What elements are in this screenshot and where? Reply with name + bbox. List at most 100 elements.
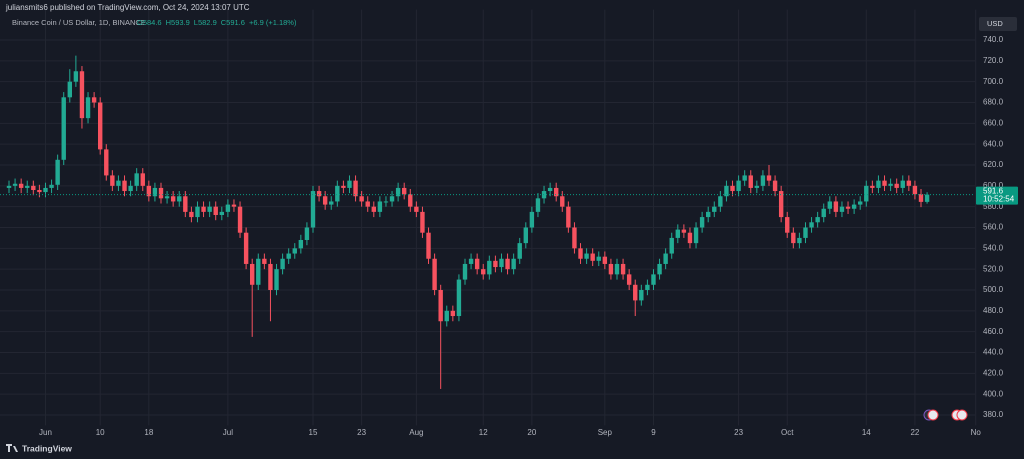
candle-body [231, 204, 237, 207]
candle-body [876, 180, 881, 188]
candle-body [426, 232, 431, 259]
overlay: 380.0 400.0 420.0 440.0 460.0 480.0 500.0 520.0… [0, 35, 1018, 437]
candle-body [894, 183, 899, 188]
candle-body [243, 232, 249, 264]
candle-body [797, 237, 802, 244]
candle-body [693, 227, 699, 244]
candle-body [547, 187, 553, 192]
y-tick-label: 420.0 [983, 368, 1004, 377]
candle-body [870, 185, 875, 188]
candle-body [377, 201, 383, 212]
candle-body [25, 185, 30, 188]
candle-body [481, 269, 486, 275]
candle-body [256, 258, 261, 285]
candle-body [851, 204, 857, 209]
candle-body [833, 201, 839, 212]
event-icons [923, 409, 968, 421]
candle-body [79, 71, 85, 119]
x-tick-label: 20 [527, 428, 536, 437]
candle-body [18, 183, 24, 188]
countdown-label: 10:52:54 [983, 195, 1015, 204]
candle-body [620, 263, 626, 275]
candle-body [736, 180, 741, 192]
candle-body [6, 185, 12, 188]
candle-body [347, 180, 352, 188]
candle-body [681, 229, 687, 233]
candle-body [98, 102, 103, 150]
candle-body [420, 211, 425, 233]
x-tick-label: 15 [309, 428, 318, 437]
candle-body [675, 229, 680, 238]
candle-body [37, 190, 42, 193]
candle-body [505, 258, 510, 270]
event-icon[interactable] [927, 409, 939, 421]
ohlc-value: C591.6 [221, 18, 245, 27]
candle-body [116, 180, 121, 186]
candle-body [444, 310, 449, 322]
candle-body [499, 258, 504, 268]
candle-body [329, 201, 334, 205]
candle-body [730, 185, 735, 192]
candle-body [177, 196, 182, 202]
candle-body [31, 185, 36, 191]
y-tick-label: 580.0 [983, 202, 1004, 211]
candle-body [560, 196, 565, 207]
candle-body [402, 187, 407, 195]
footer-brand: TradingView [22, 443, 72, 453]
candle-body [766, 175, 772, 181]
candle-body [827, 201, 832, 209]
candle-body [602, 256, 608, 264]
candle-body [158, 187, 164, 199]
candle-body [456, 279, 462, 317]
x-tick-label: 14 [862, 428, 871, 437]
candle-body [341, 185, 346, 188]
ohlc-value: H593.9 [166, 18, 190, 27]
candle-body [669, 237, 674, 254]
candle-body [785, 217, 790, 233]
candle-body [122, 180, 127, 192]
x-tick-label: Jun [39, 428, 52, 437]
candle-body [590, 253, 595, 261]
candle-body [274, 269, 279, 290]
candle-body [85, 97, 91, 119]
x-tick-label: 23 [734, 428, 743, 437]
y-tick-label: 620.0 [983, 160, 1004, 169]
candle-body [250, 263, 255, 285]
candle-body [724, 185, 729, 197]
event-icon[interactable] [956, 409, 968, 421]
x-tick-label: 10 [96, 428, 105, 437]
candle-body [864, 185, 869, 202]
candle-body [626, 274, 632, 285]
y-tick-label: 500.0 [983, 285, 1004, 294]
candle-body [918, 194, 924, 202]
candle-body [195, 206, 200, 218]
candle-body [183, 196, 188, 212]
candle-body [566, 206, 571, 228]
candle-body [450, 310, 456, 317]
candle-body [170, 196, 176, 202]
ohlc-legend: O584.6 H593.9 L582.9 C591.6 +6.9 (+1.18%) [137, 18, 297, 27]
candle-body [61, 97, 66, 160]
candle-body [316, 191, 322, 197]
candle-body [578, 248, 583, 259]
ohlc-value: +6.9 (+1.18%) [249, 18, 297, 27]
currency-box[interactable] [979, 17, 1017, 31]
candle-body [152, 187, 158, 197]
candle-body [189, 211, 194, 218]
y-tick-label: 540.0 [983, 243, 1004, 252]
candle-body [365, 201, 370, 207]
y-tick-label: 740.0 [983, 35, 1004, 44]
candle-body [809, 222, 814, 228]
candle-body [487, 260, 492, 275]
ohlc-value: L582.9 [194, 18, 217, 27]
y-tick-label: 380.0 [983, 410, 1004, 419]
last-price-tag [976, 186, 1018, 205]
candle-body [821, 208, 826, 218]
candle-body [529, 211, 535, 228]
candle-body [237, 206, 243, 233]
candle-body [432, 258, 437, 290]
grid [0, 9, 977, 426]
y-tick-label: 720.0 [983, 56, 1004, 65]
candle-body [12, 183, 18, 186]
